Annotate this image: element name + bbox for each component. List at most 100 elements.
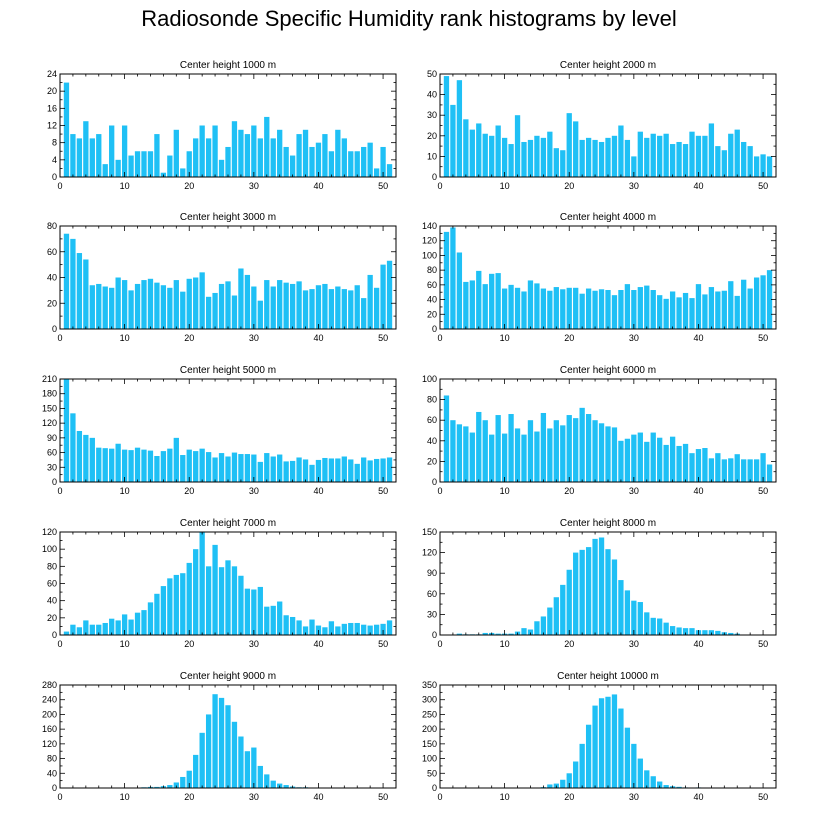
- histogram-bar: [386, 620, 393, 635]
- histogram-bar: [741, 141, 747, 177]
- histogram-bar: [663, 785, 669, 788]
- histogram-bar: [270, 605, 276, 635]
- x-tick-label: 30: [629, 181, 639, 191]
- histogram-bar: [476, 411, 482, 482]
- histogram-bar: [154, 456, 160, 482]
- x-tick-label: 50: [758, 792, 768, 802]
- panel-title: Center height 2000 m: [560, 60, 656, 71]
- histogram-bar: [134, 612, 141, 635]
- histogram-bar: [264, 116, 270, 177]
- histogram-bar: [63, 631, 70, 635]
- histogram-bar: [257, 300, 263, 329]
- histogram-bar: [257, 461, 263, 482]
- histogram-bar: [70, 413, 76, 482]
- y-tick-label: 40: [427, 90, 437, 100]
- histogram-bar: [315, 142, 322, 177]
- y-tick-label: 60: [47, 579, 57, 589]
- histogram-bar: [160, 451, 167, 482]
- x-tick-label: 40: [313, 486, 323, 496]
- histogram-bar: [534, 283, 540, 329]
- histogram-bar: [380, 458, 386, 482]
- y-tick-label: 0: [432, 324, 437, 334]
- histogram-bar: [443, 76, 450, 177]
- histogram-bar: [109, 618, 115, 635]
- histogram-bar: [657, 437, 663, 482]
- histogram-bar: [180, 168, 186, 177]
- histogram-bar: [199, 125, 205, 177]
- y-tick-label: 60: [427, 280, 437, 290]
- histogram-bar: [469, 129, 475, 177]
- histogram-panel: Center height 1000 m 0 10 20 30 40 50 0 4 8 12 16 20…: [47, 60, 397, 191]
- y-tick-label: 80: [427, 395, 437, 405]
- histogram-bar: [264, 280, 270, 329]
- histogram-bar: [456, 80, 463, 177]
- histogram-bar: [348, 290, 354, 330]
- x-tick-label: 10: [120, 792, 130, 802]
- histogram-bar: [257, 765, 263, 788]
- histogram-bar: [102, 622, 108, 635]
- histogram-bar: [605, 426, 611, 482]
- histogram-bar: [715, 146, 721, 177]
- x-tick-label: 50: [378, 792, 388, 802]
- histogram-bar: [650, 617, 656, 635]
- histogram-bar: [728, 133, 734, 177]
- histogram-bar: [199, 272, 205, 329]
- histogram-bar: [109, 287, 115, 329]
- x-tick-label: 0: [57, 639, 62, 649]
- histogram-bar: [663, 444, 669, 482]
- x-tick-label: 20: [184, 639, 194, 649]
- y-tick-label: 50: [427, 69, 437, 79]
- histogram-bar: [141, 151, 147, 177]
- y-tick-label: 200: [42, 709, 57, 719]
- x-tick-label: 0: [57, 792, 62, 802]
- histogram-bar: [322, 134, 328, 177]
- histogram-bar: [489, 135, 495, 177]
- histogram-bar: [128, 450, 134, 482]
- histogram-bar: [443, 231, 450, 329]
- histogram-bar: [186, 449, 192, 482]
- y-tick-label: 300: [422, 695, 437, 705]
- x-tick-label: 50: [758, 181, 768, 191]
- histogram-bar: [335, 286, 341, 329]
- histogram-bar: [283, 146, 289, 177]
- histogram-bar: [212, 694, 218, 788]
- histogram-bar: [96, 624, 102, 635]
- histogram-bar: [341, 138, 347, 178]
- histogram-bar: [199, 532, 205, 635]
- y-tick-label: 100: [422, 250, 437, 260]
- histogram-bar: [167, 448, 173, 482]
- y-tick-label: 80: [47, 221, 57, 231]
- histogram-bar: [283, 282, 289, 329]
- histogram-bar: [193, 138, 199, 178]
- histogram-bar: [76, 253, 83, 329]
- histogram-bar: [205, 296, 212, 329]
- x-tick-label: 30: [249, 639, 259, 649]
- histogram-bar: [354, 463, 360, 482]
- histogram-bar: [534, 135, 540, 177]
- histogram-bar: [270, 286, 276, 329]
- histogram-bar: [560, 289, 566, 329]
- histogram-bar: [154, 282, 160, 329]
- histogram-bar: [309, 289, 315, 329]
- histogram-bar: [728, 458, 734, 482]
- histogram-bar: [238, 575, 244, 635]
- histogram-bar: [83, 121, 89, 177]
- y-tick-label: 90: [47, 433, 57, 443]
- y-tick-label: 120: [422, 548, 437, 558]
- histogram-bar: [102, 286, 108, 329]
- histogram-bar: [83, 434, 89, 482]
- histogram-bar: [302, 626, 309, 635]
- histogram-bar: [322, 283, 328, 329]
- x-tick-label: 10: [500, 639, 510, 649]
- y-tick-label: 90: [427, 568, 437, 578]
- histogram-bar: [386, 164, 393, 178]
- histogram-bar: [283, 785, 289, 788]
- histogram-bar: [592, 290, 598, 329]
- histogram-bar: [631, 156, 637, 177]
- histogram-bar: [102, 448, 108, 482]
- y-tick-label: 80: [47, 561, 57, 571]
- histogram-bar: [560, 425, 566, 482]
- x-tick-label: 40: [693, 333, 703, 343]
- histogram-bar: [231, 452, 238, 482]
- histogram-bar: [631, 290, 637, 329]
